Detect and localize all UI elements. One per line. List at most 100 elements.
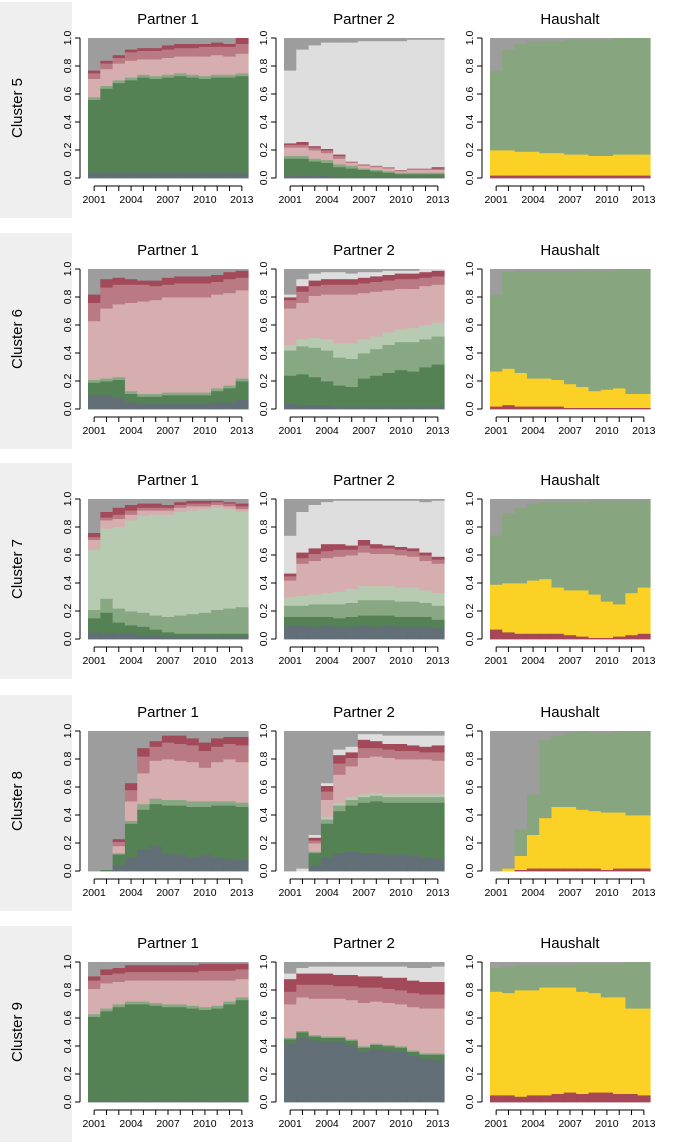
state-segment xyxy=(186,738,200,746)
state-segment xyxy=(431,1060,445,1103)
state-segment xyxy=(137,393,151,397)
panel-title: Haushalt xyxy=(540,472,600,489)
state-segment xyxy=(88,302,101,322)
state-segment xyxy=(407,341,420,372)
state-segment xyxy=(88,980,101,989)
state-segment xyxy=(490,967,503,992)
y-tick-label: 0.8 xyxy=(258,752,270,767)
y-tick-label: 1.0 xyxy=(62,262,74,277)
state-segment xyxy=(394,288,408,330)
state-segment xyxy=(394,172,408,175)
state-segment xyxy=(320,350,334,382)
state-segment xyxy=(186,38,200,44)
state-segment xyxy=(100,528,114,599)
state-segment xyxy=(613,604,626,637)
state-segment xyxy=(223,963,237,971)
state-segment xyxy=(320,1041,334,1103)
state-segment xyxy=(284,350,297,376)
state-segment xyxy=(407,802,420,856)
state-segment xyxy=(625,499,639,501)
state-segment xyxy=(100,511,114,518)
state-segment xyxy=(88,172,101,179)
state-segment xyxy=(320,816,334,820)
state-segment xyxy=(576,1093,590,1103)
state-segment xyxy=(333,499,347,501)
state-segment xyxy=(431,563,445,594)
state-segment xyxy=(198,1100,212,1103)
state-segment xyxy=(502,150,516,176)
state-segment xyxy=(539,578,553,634)
state-segment xyxy=(112,608,126,623)
state-segment xyxy=(112,865,126,872)
state-segment xyxy=(137,634,151,640)
state-segment xyxy=(407,550,420,557)
state-segment xyxy=(333,154,347,156)
state-segment xyxy=(88,618,101,633)
panel-title: Partner 1 xyxy=(137,242,199,259)
x-tick-label: 2010 xyxy=(193,655,217,667)
state-segment xyxy=(551,806,565,869)
state-segment xyxy=(382,280,396,291)
state-segment xyxy=(284,308,297,345)
state-segment xyxy=(563,270,577,385)
state-segment xyxy=(588,500,602,595)
state-segment xyxy=(296,552,310,559)
state-segment xyxy=(370,38,384,42)
y-tick-label: 0.8 xyxy=(258,59,270,74)
state-segment xyxy=(333,998,347,1037)
state-segment xyxy=(407,745,420,751)
y-tick-label: 0.2 xyxy=(464,604,476,619)
state-segment xyxy=(284,297,297,301)
state-segment xyxy=(333,164,347,168)
state-segment xyxy=(112,841,126,847)
state-segment xyxy=(333,500,347,545)
state-segment xyxy=(320,973,334,985)
state-segment xyxy=(137,1001,151,1005)
state-segment xyxy=(88,499,101,533)
state-segment xyxy=(112,838,126,842)
state-segment xyxy=(320,278,334,285)
y-tick-label: 0.2 xyxy=(464,143,476,158)
state-segment xyxy=(382,499,396,501)
state-segment xyxy=(137,172,151,179)
state-segment xyxy=(198,970,212,981)
state-segment xyxy=(308,604,322,617)
state-segment xyxy=(308,158,322,162)
x-tick-label: 2001 xyxy=(484,425,508,437)
state-segment xyxy=(382,545,396,549)
state-segment xyxy=(370,740,384,749)
state-segment xyxy=(419,555,433,561)
state-segment xyxy=(407,796,420,803)
y-tick-label: 0.4 xyxy=(62,346,74,361)
state-segment xyxy=(198,801,212,807)
state-segment xyxy=(588,732,602,812)
state-segment xyxy=(514,507,528,584)
state-segment xyxy=(357,539,371,546)
cluster-label: Cluster 8 xyxy=(9,771,26,831)
state-segment xyxy=(576,386,590,408)
state-segment xyxy=(431,559,445,564)
state-segment xyxy=(502,271,516,369)
state-segment xyxy=(625,634,639,640)
x-tick-label: 2007 xyxy=(156,425,180,437)
state-segment xyxy=(308,840,322,844)
state-segment xyxy=(223,499,237,503)
state-segment xyxy=(124,1001,138,1005)
state-segment xyxy=(490,731,503,872)
state-segment xyxy=(149,514,163,616)
state-segment xyxy=(394,802,408,855)
state-segment xyxy=(539,40,553,154)
state-segment xyxy=(625,815,639,869)
state-segment xyxy=(382,749,396,758)
state-segment xyxy=(112,633,126,640)
state-segment xyxy=(407,731,420,736)
state-segment xyxy=(394,270,408,274)
state-segment xyxy=(419,499,433,503)
state-segment xyxy=(223,962,237,964)
state-segment xyxy=(149,803,163,847)
state-segment xyxy=(613,154,626,176)
state-segment xyxy=(161,45,175,50)
state-segment xyxy=(112,38,126,56)
state-segment xyxy=(198,297,212,393)
state-segment xyxy=(563,383,577,408)
